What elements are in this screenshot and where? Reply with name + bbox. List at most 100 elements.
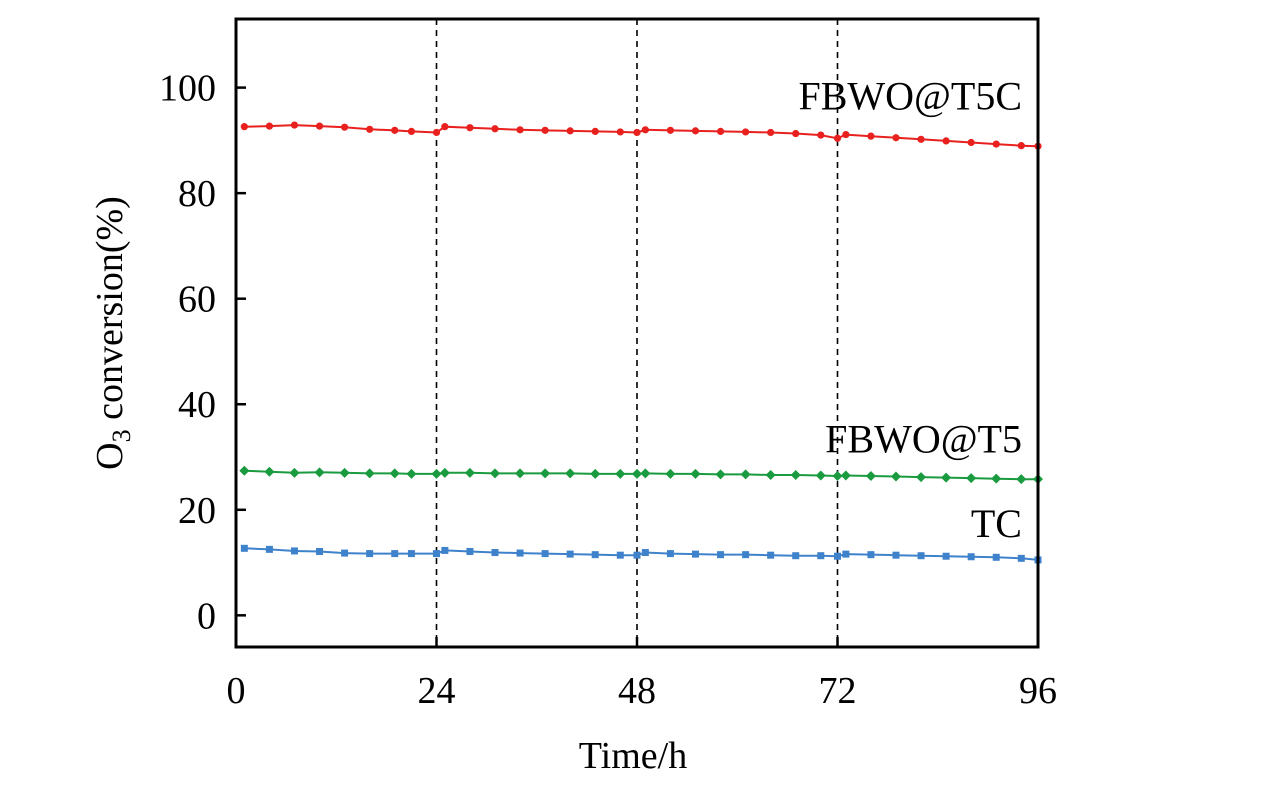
x-tick-label-72: 72	[819, 670, 857, 712]
point-tc-2	[290, 547, 298, 555]
point-fbwo-t5-0	[239, 465, 250, 476]
point-fbwo-t5-13	[540, 468, 551, 479]
point-tc-10	[466, 547, 474, 555]
point-fbwo-t5-12	[515, 468, 526, 479]
point-tc-5	[366, 550, 374, 558]
point-fbwo-t5-27	[840, 470, 851, 481]
y-tick-label-0: 0	[197, 595, 216, 637]
point-fbwo-t5-5	[364, 468, 375, 479]
point-tc-22	[742, 551, 750, 559]
axis-tick-labels: 0 24 48 72 96 0 20 40 60 80 100	[159, 68, 1057, 712]
point-fbwo-t5c-14	[566, 127, 574, 135]
point-fbwo-t5-32	[966, 473, 977, 484]
point-fbwo-t5c-24	[792, 129, 800, 138]
point-tc-13	[541, 550, 549, 558]
series-line-fbwo-t5c	[244, 124, 1039, 148]
y-tick-label-100: 100	[159, 68, 216, 110]
point-fbwo-t5c-7	[407, 127, 416, 136]
point-fbwo-t5c-33	[992, 140, 1000, 148]
point-tc-9	[441, 546, 449, 554]
point-tc-14	[566, 550, 574, 558]
point-fbwo-t5c-18	[641, 126, 649, 134]
x-tick-label-96: 96	[1019, 670, 1057, 712]
point-fbwo-t5c-25	[817, 131, 825, 139]
point-fbwo-t5-26	[832, 471, 843, 482]
y-tick-label-40: 40	[178, 384, 216, 426]
x-tick-label-48: 48	[618, 670, 656, 712]
point-tc-16	[616, 551, 624, 559]
point-fbwo-t5-23	[765, 469, 776, 480]
point-tc-3	[316, 547, 324, 555]
point-fbwo-t5c-19	[666, 126, 675, 134]
y-axis-title: O3 conversion(%)	[89, 196, 136, 470]
series-fbwo-t5	[239, 465, 1043, 485]
x-axis-title: Time/h	[579, 735, 687, 777]
point-fbwo-t5-21	[715, 469, 726, 480]
point-fbwo-t5c-17	[633, 128, 641, 137]
point-fbwo-t5c-3	[315, 122, 324, 130]
y-tick-label-60: 60	[178, 279, 216, 321]
point-fbwo-t5-4	[339, 467, 350, 478]
axis-ticks	[234, 86, 1040, 647]
point-fbwo-t5c-22	[742, 128, 750, 136]
point-fbwo-t5c-26	[833, 134, 842, 142]
point-tc-34	[1017, 554, 1025, 562]
y-tick-label-20: 20	[178, 490, 216, 532]
point-fbwo-t5c-23	[767, 128, 775, 137]
point-tc-32	[967, 553, 975, 561]
series-label-fbwo-t5c: FBWO@T5C	[798, 74, 1022, 119]
point-fbwo-t5c-15	[591, 127, 599, 136]
point-fbwo-t5c-9	[441, 123, 449, 131]
point-fbwo-t5-6	[389, 468, 400, 479]
point-tc-29	[892, 551, 900, 559]
y-axis-title-subscript: 3	[107, 429, 136, 442]
point-tc-0	[240, 544, 248, 552]
point-fbwo-t5-17	[632, 468, 642, 479]
point-tc-4	[341, 549, 349, 557]
point-tc-15	[591, 551, 599, 559]
point-fbwo-t5c-12	[516, 126, 524, 134]
point-fbwo-t5c-16	[616, 128, 624, 136]
y-axis-title-suffix: conversion(%)	[89, 196, 131, 429]
point-fbwo-t5c-13	[541, 126, 549, 134]
point-fbwo-t5c-21	[716, 127, 725, 136]
point-tc-33	[992, 553, 1000, 561]
point-fbwo-t5-14	[565, 468, 576, 479]
point-tc-31	[942, 552, 950, 560]
point-fbwo-t5c-4	[341, 123, 349, 131]
point-fbwo-t5-28	[865, 471, 876, 482]
point-fbwo-t5-30	[916, 472, 927, 483]
point-fbwo-t5c-5	[366, 125, 374, 133]
point-tc-21	[717, 551, 725, 559]
series-label-tc: TC	[971, 501, 1022, 546]
point-fbwo-t5-22	[740, 469, 751, 480]
point-tc-26	[834, 552, 841, 560]
point-fbwo-t5-29	[890, 471, 901, 482]
series-layer	[239, 121, 1043, 564]
point-fbwo-t5-15	[590, 468, 601, 479]
point-tc-6	[391, 550, 399, 558]
point-tc-20	[691, 550, 699, 558]
point-fbwo-t5-18	[640, 468, 651, 479]
point-fbwo-t5-2	[289, 467, 300, 478]
point-tc-30	[917, 552, 925, 560]
series-tc	[240, 544, 1042, 564]
point-fbwo-t5-19	[665, 468, 676, 479]
vertical-dashed-lines	[435, 19, 839, 647]
point-tc-12	[516, 549, 524, 557]
point-fbwo-t5-25	[815, 470, 826, 481]
series-line-tc	[244, 547, 1039, 561]
point-fbwo-t5-24	[790, 469, 801, 480]
point-tc-28	[867, 551, 875, 559]
point-fbwo-t5-3	[314, 467, 325, 478]
point-fbwo-t5c-0	[240, 123, 248, 131]
point-fbwo-t5-8	[431, 468, 442, 479]
point-fbwo-t5c-27	[842, 130, 850, 139]
point-fbwo-t5-16	[615, 468, 626, 479]
y-axis-title-prefix: O	[89, 442, 131, 469]
point-fbwo-t5-11	[489, 468, 500, 479]
point-fbwo-t5c-30	[917, 135, 925, 143]
point-fbwo-t5c-32	[967, 138, 975, 147]
point-fbwo-t5-34	[1016, 474, 1027, 485]
x-tick-label-0: 0	[227, 670, 246, 712]
